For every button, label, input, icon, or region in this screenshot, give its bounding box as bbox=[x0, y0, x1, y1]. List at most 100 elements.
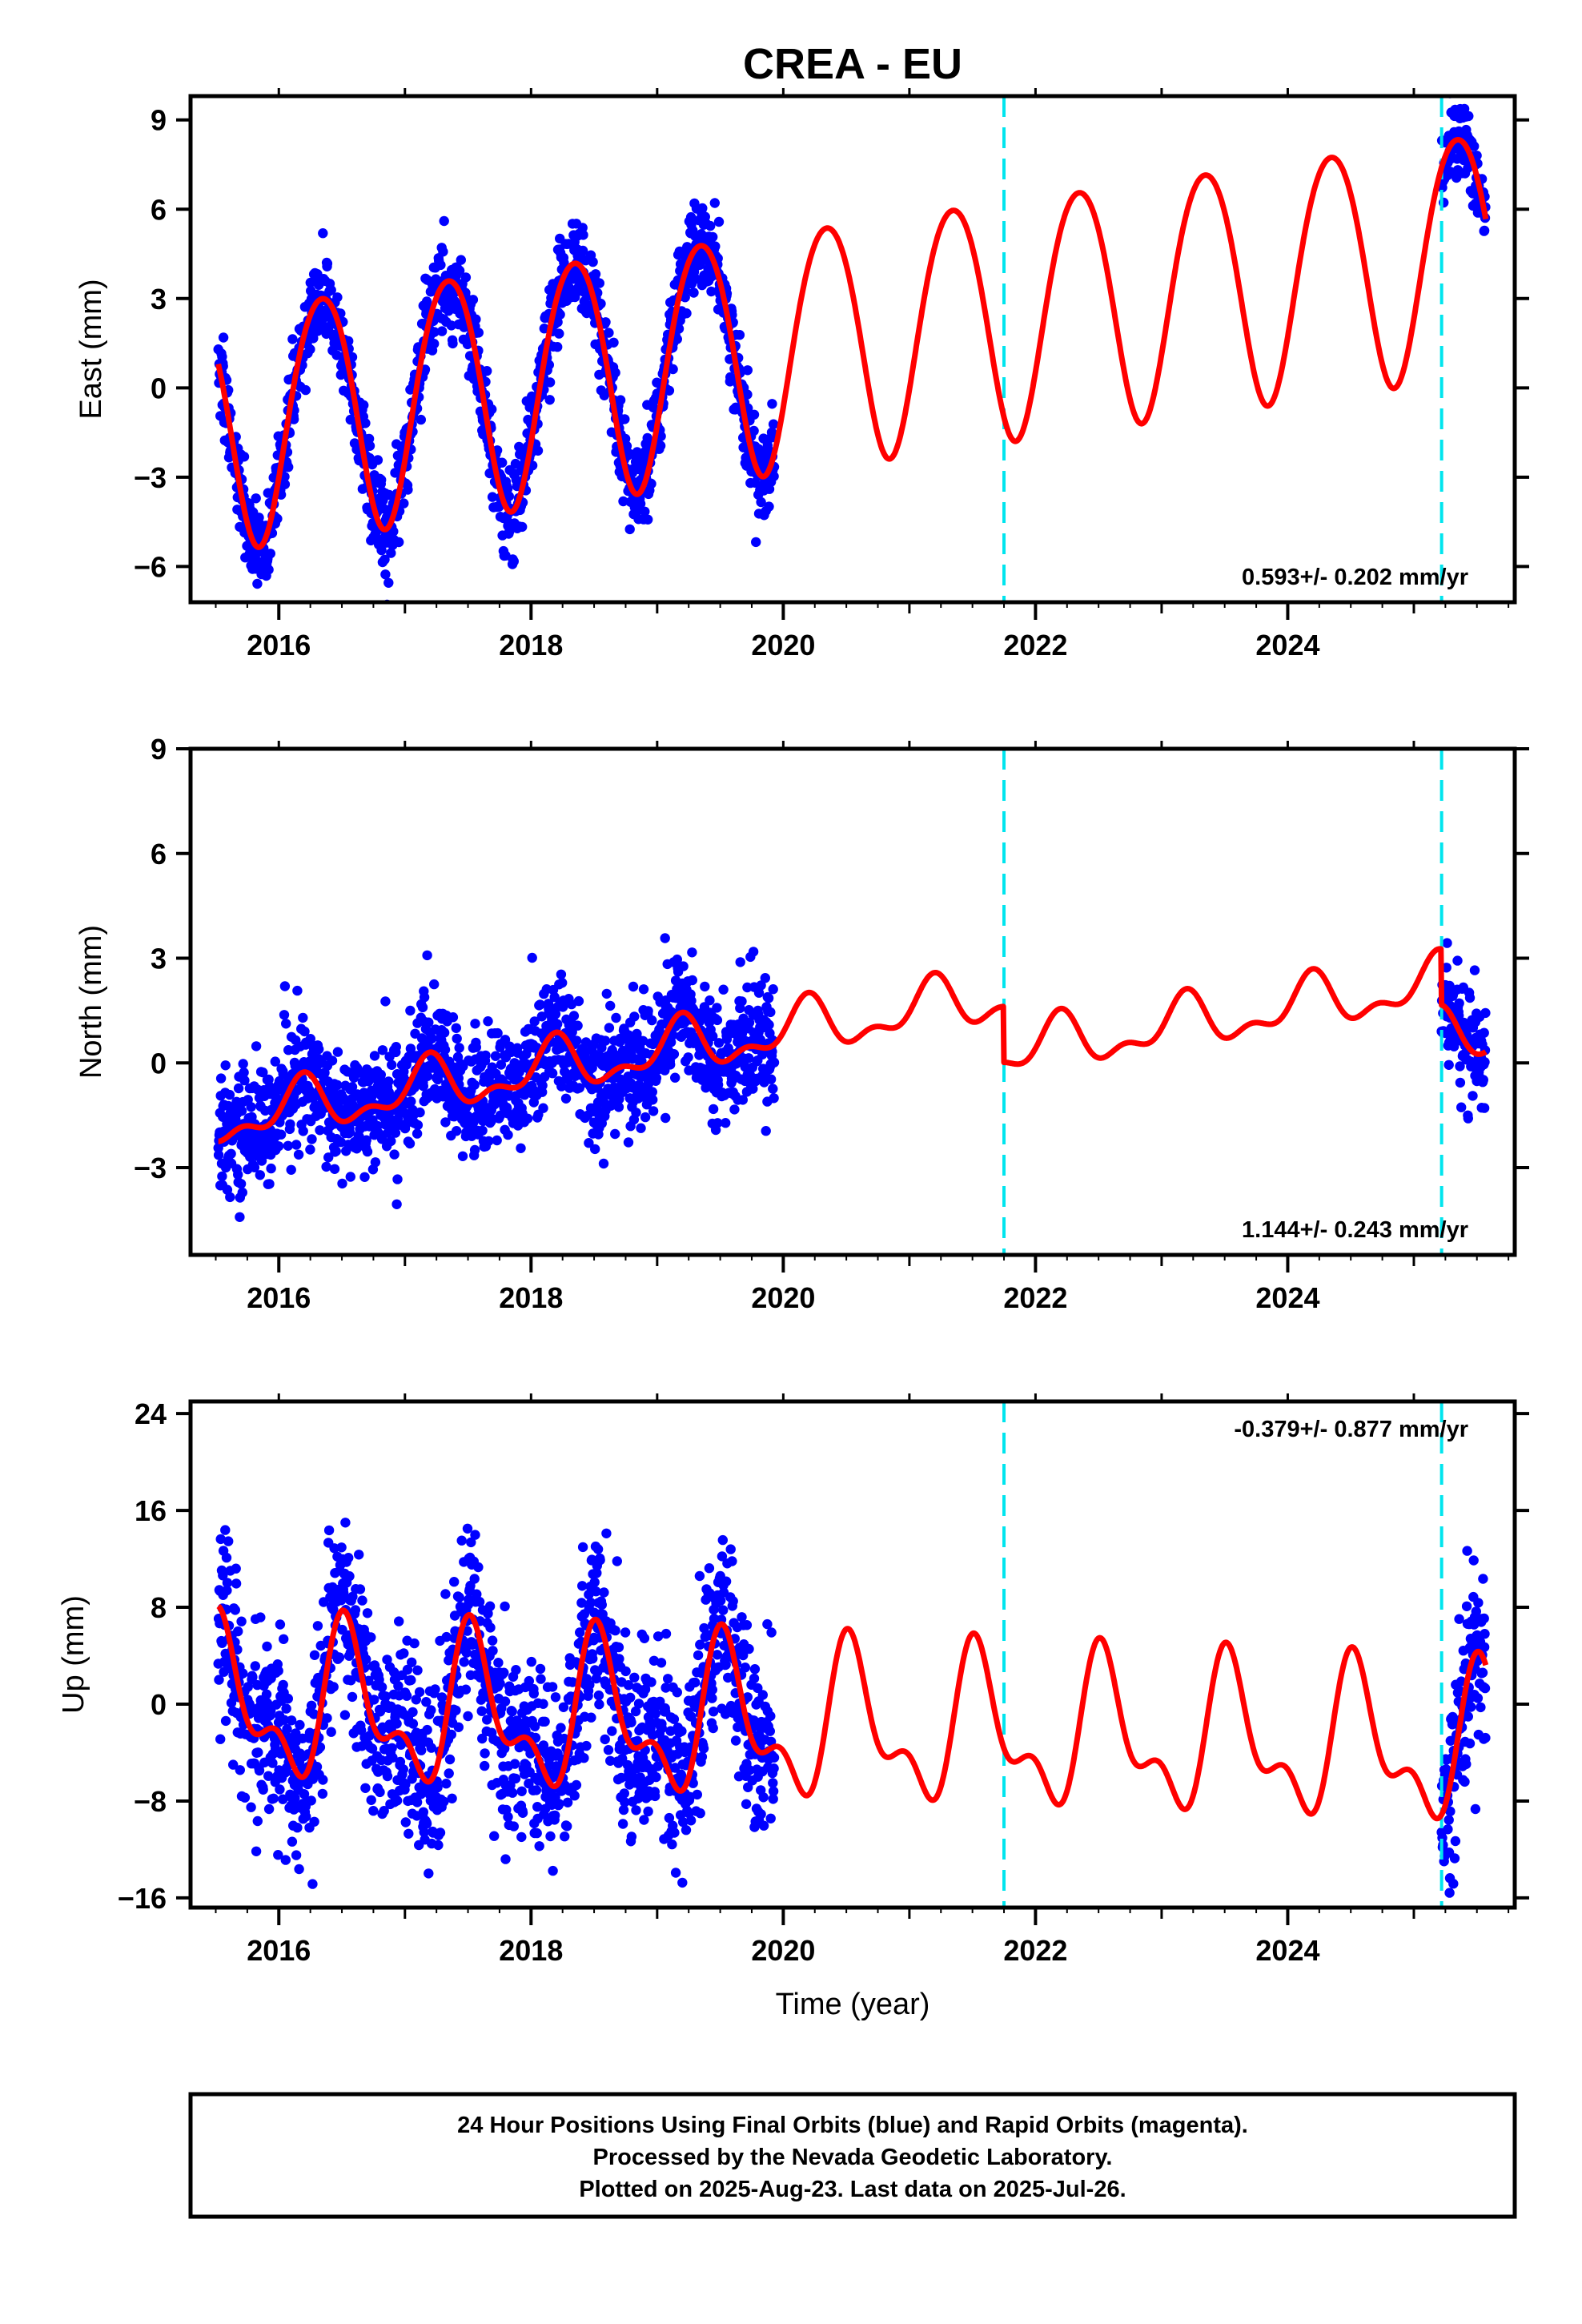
data-point bbox=[629, 1672, 640, 1683]
data-point bbox=[550, 1692, 561, 1703]
data-point bbox=[592, 1544, 604, 1554]
data-point bbox=[1455, 1077, 1466, 1088]
data-point bbox=[535, 999, 545, 1010]
data-point bbox=[492, 1135, 502, 1146]
data-point bbox=[386, 1136, 396, 1147]
data-point bbox=[687, 947, 697, 958]
data-point bbox=[376, 1134, 387, 1144]
data-point bbox=[502, 484, 513, 494]
data-point bbox=[295, 1719, 305, 1731]
data-point bbox=[721, 1659, 731, 1670]
data-point bbox=[522, 1113, 533, 1124]
data-point bbox=[281, 1703, 291, 1714]
data-point bbox=[422, 950, 432, 961]
data-point bbox=[306, 1795, 316, 1806]
data-point bbox=[220, 1715, 231, 1727]
data-point bbox=[769, 1093, 779, 1104]
data-point bbox=[742, 1692, 753, 1703]
data-point bbox=[594, 1699, 604, 1710]
data-point bbox=[253, 1747, 263, 1758]
x-tick-label: 2018 bbox=[499, 1281, 563, 1314]
data-point bbox=[438, 247, 448, 257]
data-point bbox=[263, 565, 274, 575]
data-point bbox=[487, 1635, 498, 1646]
data-point bbox=[401, 1691, 412, 1701]
data-point bbox=[416, 1033, 428, 1043]
data-point bbox=[235, 1765, 245, 1775]
data-point bbox=[419, 1827, 429, 1838]
data-point bbox=[394, 537, 404, 548]
data-point bbox=[487, 404, 497, 415]
data-point bbox=[652, 1631, 664, 1642]
data-point bbox=[263, 1771, 274, 1781]
data-point bbox=[749, 1715, 759, 1726]
data-point bbox=[547, 1068, 558, 1079]
data-point bbox=[343, 1553, 354, 1563]
data-point bbox=[764, 501, 774, 512]
data-point bbox=[592, 1568, 602, 1578]
data-point bbox=[275, 1129, 287, 1140]
data-point bbox=[713, 1080, 724, 1090]
data-point bbox=[552, 317, 563, 328]
data-point bbox=[769, 1763, 779, 1774]
data-point bbox=[655, 440, 666, 451]
data-point bbox=[305, 1034, 315, 1044]
data-point bbox=[549, 991, 560, 1003]
data-point bbox=[617, 1819, 628, 1829]
data-point bbox=[268, 1793, 279, 1803]
data-point bbox=[581, 1740, 592, 1751]
data-point bbox=[406, 1096, 416, 1107]
data-point bbox=[576, 1598, 587, 1608]
data-point bbox=[1478, 1075, 1489, 1085]
data-point bbox=[415, 1107, 425, 1118]
data-point bbox=[708, 1031, 718, 1042]
data-point bbox=[568, 1011, 580, 1021]
data-point bbox=[495, 1679, 505, 1689]
data-point bbox=[487, 492, 498, 502]
data-point bbox=[629, 1011, 640, 1022]
data-point bbox=[239, 1792, 251, 1803]
data-point bbox=[366, 1795, 376, 1805]
data-point bbox=[329, 1543, 339, 1554]
data-point bbox=[252, 578, 263, 589]
data-point bbox=[237, 1187, 247, 1198]
data-point bbox=[275, 1619, 286, 1630]
data-point bbox=[738, 1650, 749, 1661]
data-point bbox=[447, 1793, 457, 1803]
data-point bbox=[369, 1695, 379, 1705]
data-point bbox=[468, 295, 479, 305]
data-point bbox=[357, 1595, 367, 1606]
data-point bbox=[390, 1128, 401, 1138]
data-point bbox=[562, 1797, 573, 1807]
data-point bbox=[340, 1518, 351, 1528]
data-point bbox=[550, 1810, 560, 1821]
data-point bbox=[707, 1693, 717, 1703]
data-point bbox=[516, 1831, 527, 1843]
data-point bbox=[709, 198, 720, 208]
data-point bbox=[359, 1172, 370, 1183]
data-point bbox=[768, 1084, 778, 1094]
data-point bbox=[279, 1010, 290, 1020]
data-point bbox=[668, 364, 678, 375]
data-point bbox=[223, 1536, 234, 1546]
data-point bbox=[509, 1759, 520, 1769]
data-point bbox=[345, 1172, 355, 1182]
data-point bbox=[292, 1823, 303, 1833]
data-point bbox=[239, 1068, 249, 1078]
data-point bbox=[305, 1144, 315, 1155]
data-point bbox=[598, 1158, 609, 1169]
data-point bbox=[382, 1655, 392, 1665]
data-point bbox=[291, 1140, 302, 1150]
data-point bbox=[707, 1684, 717, 1695]
data-point bbox=[744, 1017, 755, 1028]
data-point bbox=[283, 1140, 293, 1152]
data-point bbox=[273, 1666, 283, 1676]
data-point bbox=[740, 1062, 750, 1072]
data-point bbox=[640, 1112, 651, 1123]
data-point bbox=[544, 377, 556, 388]
data-point bbox=[231, 1578, 242, 1589]
data-point bbox=[382, 1771, 393, 1782]
data-point bbox=[439, 1027, 450, 1038]
data-point bbox=[222, 1585, 232, 1596]
data-point bbox=[499, 1667, 509, 1678]
